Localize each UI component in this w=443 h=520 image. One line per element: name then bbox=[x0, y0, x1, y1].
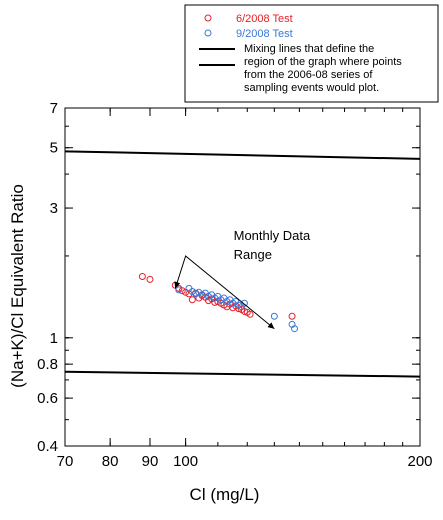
legend-label: region of the graph where points bbox=[244, 56, 402, 68]
y-tick-label: 5 bbox=[50, 140, 58, 157]
mixing-line bbox=[64, 370, 421, 378]
data-point bbox=[146, 275, 154, 283]
data-point bbox=[240, 299, 248, 307]
y-tick-label: 0.8 bbox=[37, 356, 58, 373]
data-point bbox=[188, 296, 196, 304]
y-tick-label: 3 bbox=[50, 200, 58, 217]
x-tick-label: 80 bbox=[102, 453, 119, 470]
x-tick-label: 70 bbox=[57, 453, 74, 470]
annotation-bracket bbox=[174, 255, 275, 330]
legend-label: 9/2008 Test bbox=[236, 28, 293, 40]
y-tick-label: 7 bbox=[50, 100, 58, 117]
plot-frame bbox=[64, 107, 421, 447]
data-point bbox=[178, 287, 186, 295]
data-point bbox=[291, 325, 299, 333]
data-point bbox=[246, 310, 254, 318]
legend-marker bbox=[204, 14, 212, 22]
x-tick-label: 90 bbox=[142, 453, 159, 470]
x-axis-title: Cl (mg/L) bbox=[190, 485, 260, 504]
y-tick-label: 1 bbox=[50, 330, 58, 347]
annotation-text: Range bbox=[234, 247, 272, 262]
data-point bbox=[192, 290, 200, 298]
legend-marker bbox=[204, 29, 212, 37]
legend-label: 6/2008 Test bbox=[236, 13, 293, 25]
annotation-arrowhead bbox=[174, 281, 181, 289]
legend-box bbox=[184, 4, 439, 103]
y-axis-title: (Na+K)/Cl Equivalent Ratio bbox=[8, 184, 27, 388]
legend-label: Mixing lines that define the bbox=[244, 43, 374, 55]
legend-label: from the 2006-08 series of bbox=[244, 69, 373, 81]
data-point bbox=[138, 273, 146, 281]
x-tick-label: 200 bbox=[407, 453, 432, 470]
data-point bbox=[175, 286, 183, 294]
data-point bbox=[270, 312, 278, 320]
annotation-arrowhead bbox=[267, 322, 275, 329]
data-point bbox=[288, 312, 296, 320]
annotation-text: Monthly Data bbox=[234, 228, 311, 243]
legend-label: sampling events would plot. bbox=[244, 82, 379, 94]
y-tick-label: 0.4 bbox=[37, 438, 58, 455]
mixing-line bbox=[64, 150, 421, 160]
x-tick-label: 100 bbox=[173, 453, 198, 470]
y-tick-label: 0.6 bbox=[37, 390, 58, 407]
